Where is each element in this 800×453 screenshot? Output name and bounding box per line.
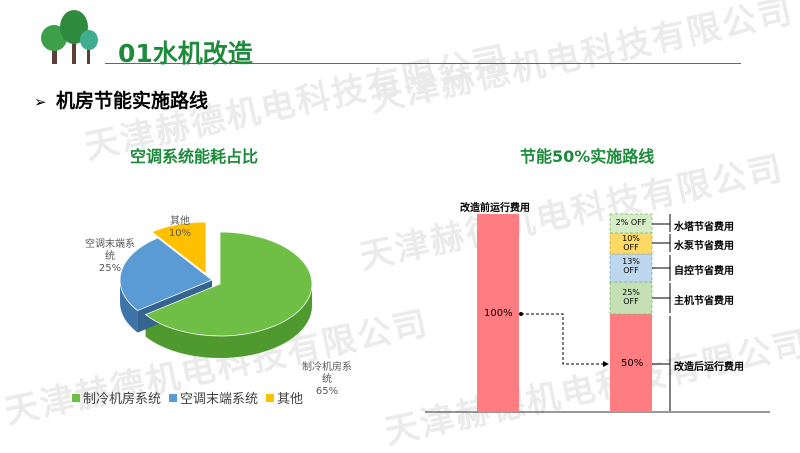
arrowhead-icon: [603, 361, 609, 367]
bar-chart-title: 节能50%实施路线: [520, 147, 655, 166]
legend-item-other: 其他: [266, 388, 303, 407]
annotation-control: 自控节省费用: [674, 266, 734, 277]
annotation-tower: 水塔节省费用: [674, 222, 734, 233]
before-label: 改造前运行费用: [460, 203, 530, 214]
pie-label-cooling-value: 65%: [315, 386, 339, 397]
pie-label-terminal-name2: 统: [105, 251, 115, 262]
pie-label-cooling-name1: 制冷机房系: [302, 362, 352, 373]
segment-host-value: 25% OFF: [622, 288, 640, 306]
pie-legend: 制冷机房系统 空调末端系统 其他: [72, 388, 311, 407]
legend-swatch: [266, 393, 275, 402]
bar-before: [477, 214, 519, 412]
section-title: 机房节能实施路线: [56, 90, 209, 112]
legend-label: 空调末端系统: [180, 392, 259, 407]
legend-label: 制冷机房系统: [83, 392, 162, 407]
pie-label-terminal: 空调末端系 统 25%: [80, 239, 140, 275]
header-divider: [105, 63, 741, 64]
pie-slice-side: [120, 280, 138, 333]
pie-slice-top: [119, 237, 213, 312]
connector-dot: [519, 312, 523, 316]
after-value: 50%: [621, 358, 644, 369]
after-label: 改造后运行费用: [674, 362, 744, 373]
legend-swatch: [72, 393, 80, 402]
pie-slice-top: [144, 231, 313, 337]
legend-item-cooling: 制冷机房系统: [72, 388, 161, 407]
pie-label-terminal-name1: 空调末端系: [85, 239, 135, 250]
tree-icon: [41, 10, 98, 64]
pie-label-cooling: 制冷机房系 统 65%: [297, 362, 357, 398]
legend-label: 其他: [277, 392, 304, 407]
arrow-bullet-icon: ➢: [34, 93, 47, 111]
legend-item-terminal: 空调末端系统: [169, 388, 258, 407]
pie-label-cooling-name2: 统: [322, 374, 332, 385]
pie-label-other-value: 10%: [168, 228, 192, 239]
pie-chart-title: 空调系统能耗占比: [130, 147, 259, 166]
legend-swatch: [169, 393, 178, 402]
pie-label-other-name: 其他: [170, 216, 190, 227]
pie-label-terminal-value: 25%: [98, 263, 122, 274]
annotation-pump: 水泵节省费用: [674, 241, 734, 252]
section-heading: ➢ 机房节能实施路线: [34, 86, 208, 113]
segment-tower-value: 2% OFF: [615, 218, 647, 227]
connector-arrow: [521, 313, 604, 365]
pie-label-other: 其他 10%: [160, 216, 200, 240]
pie-slice-top: [151, 221, 207, 275]
bar-segment-control: [609, 253, 653, 283]
segment-control-value: 13% OFF: [622, 257, 640, 275]
annotation-host: 主机节省费用: [674, 296, 734, 307]
segment-pump-value: 10% OFF: [622, 234, 640, 252]
before-value: 100%: [484, 308, 513, 319]
bar-after: [610, 314, 652, 412]
pie-slice-side: [145, 284, 312, 358]
